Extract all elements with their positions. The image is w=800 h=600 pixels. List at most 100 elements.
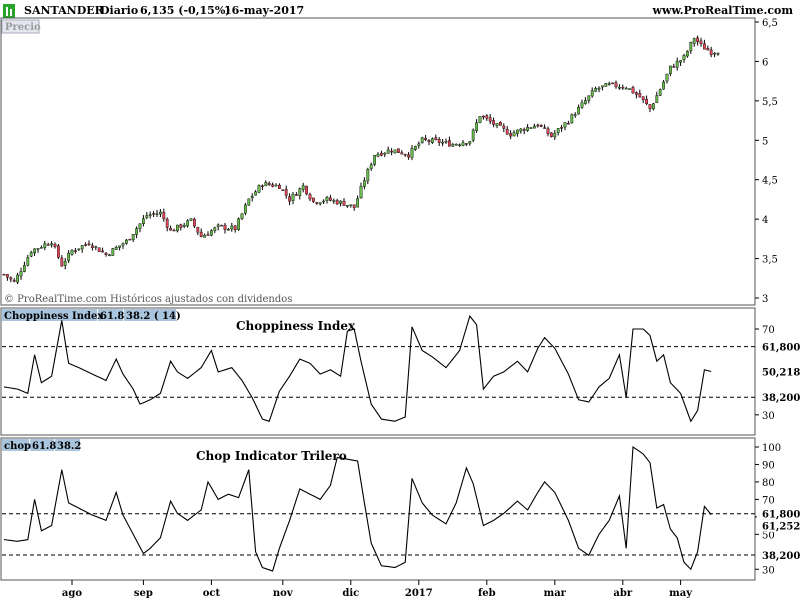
candle-body [26,257,30,266]
candle-body [104,252,108,255]
candle-body [53,243,57,247]
candle-body [196,226,200,233]
symbol-name: SANTANDER [24,4,105,17]
candle-body [145,215,149,218]
candle-body [257,185,261,193]
candle-body [621,86,625,89]
chop-trilero-title: Chop Indicator Trilero [196,449,347,463]
candle-body [97,247,101,252]
candle-body [553,132,557,138]
candle-body [101,250,105,253]
candle-body [505,128,509,135]
candle-body [522,129,526,131]
price-panel-frame [0,17,756,306]
candle-body [216,224,220,227]
indicator-tick-label: 30 [762,411,775,422]
candle-body [77,248,81,251]
candle-body [380,152,383,156]
candle-body [298,188,302,196]
chop-trilero-panel-frame [0,437,756,581]
x-tick-label: ago [62,588,82,599]
x-tick-label: dic [342,588,359,599]
candle-body [682,55,686,60]
candle-body [128,238,132,241]
candle-body [247,198,251,206]
x-tick-label: nov [273,588,294,599]
candle-body [40,247,43,249]
candle-body [124,239,128,244]
candle-body [240,213,244,219]
candle-body [274,184,278,187]
candle-body [709,49,713,55]
candle-body [400,152,404,155]
value-box-label: 38,200 [762,393,800,404]
value-box [757,340,799,353]
indicator-tick-label: 50 [762,530,775,541]
candle-body [254,191,257,196]
candle-body [203,234,206,238]
candle-body [315,202,319,204]
candle-body [223,224,227,230]
candle-body [2,273,6,276]
candle-body [431,138,434,143]
candle-body [512,132,516,137]
candle-body [550,132,553,137]
indicator-tick-label: 70 [762,325,775,336]
candle-body [437,139,441,143]
candle-body [295,194,298,196]
candle-body [67,252,71,261]
candle-body [165,218,169,228]
candle-body [686,50,689,57]
candle-body [706,48,710,51]
candle-body [182,225,186,227]
candle-body [509,133,512,137]
candle-body [624,87,628,90]
price-tick-label: 3,5 [762,255,778,266]
candle-body [36,248,40,250]
candle-body [329,197,332,201]
chop-trilero-legend-level-lower: 38.2 [57,441,81,452]
candle-body [312,197,315,202]
candle-body [587,95,591,101]
chop-index-panel-frame [0,307,756,436]
candle-body [604,83,608,87]
candle-body [420,137,424,144]
candle-body [403,153,407,156]
candle-body [662,81,666,90]
last-price-label: 6,135 (-0,15%) [140,4,231,17]
candle-body [318,202,322,205]
candle-body [628,88,632,90]
candle-body [471,129,475,141]
chop-trilero-legend: chop 61.8 38.2 [2,439,81,452]
candle-body [543,127,547,129]
candle-body [482,115,485,118]
value-box-label: 38,200 [762,551,800,562]
candle-body [679,60,683,63]
chop-trilero-legend-name: chop [4,441,31,452]
x-tick-label: may [669,588,693,599]
candle-body [444,140,448,143]
candle-body [220,224,223,227]
candle-body [356,198,359,208]
indicator-line [3,446,712,572]
candle-body [264,182,268,187]
candle-body [601,85,604,88]
candle-body [271,184,274,187]
candle-body [376,153,380,157]
chop-index-legend: Choppiness Index 61.8 38.2 ( 14) [2,309,181,322]
candle-body [291,193,295,201]
candle-body [352,204,356,208]
candle-body [539,124,543,127]
candle-body [152,213,155,215]
candle-body [373,155,376,165]
indicator-tick-label: 70 [762,495,775,506]
candle-body [366,169,370,182]
candle-body [529,127,533,129]
candle-body [186,220,189,227]
candle-body [424,137,427,140]
candle-body [138,223,142,229]
candle-body [386,149,390,154]
candle-body [546,128,550,135]
candle-body [332,200,336,202]
website-label[interactable]: www.ProRealTime.com [652,4,794,17]
